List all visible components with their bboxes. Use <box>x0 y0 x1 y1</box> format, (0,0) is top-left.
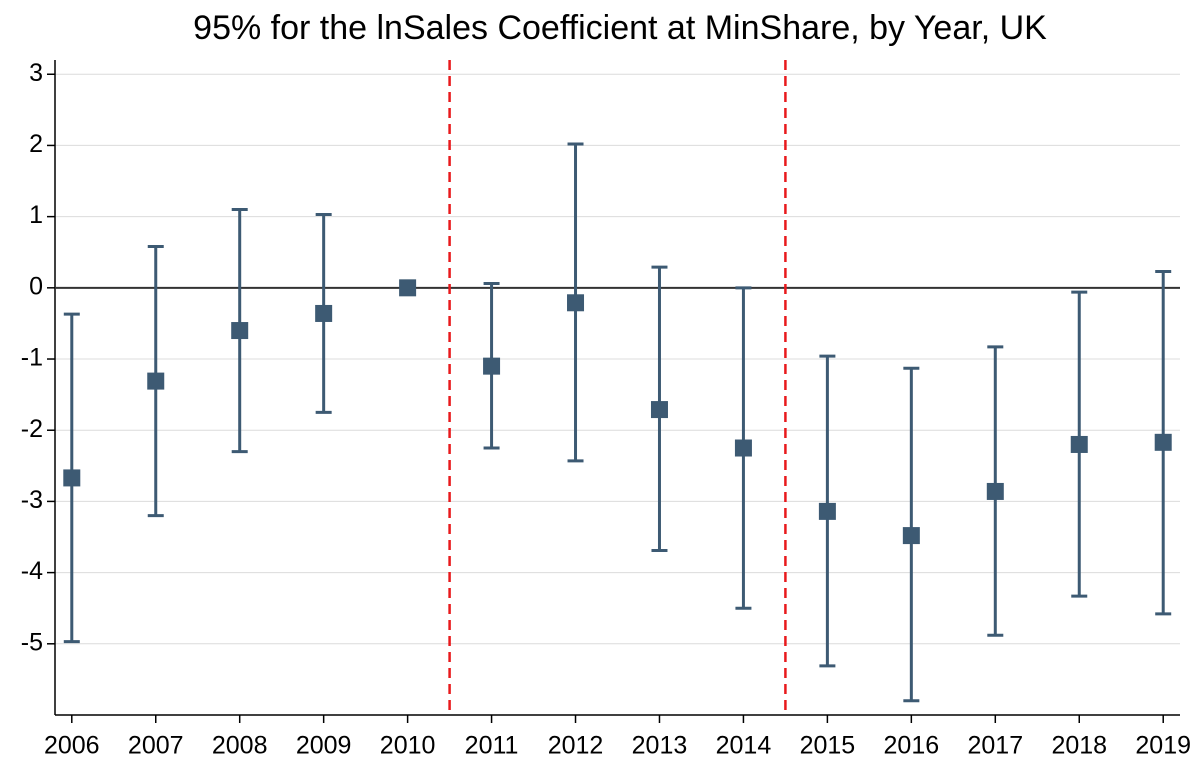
x-tick-label: 2017 <box>967 732 1023 760</box>
y-tick-label: 2 <box>29 130 43 158</box>
point-marker <box>567 294 585 312</box>
x-tick-label: 2013 <box>632 732 688 760</box>
y-tick-label: -1 <box>21 344 43 372</box>
point-marker <box>63 469 81 487</box>
chart-title: 95% for the lnSales Coefficient at MinSh… <box>193 9 1047 47</box>
x-tick-label: 2018 <box>1051 732 1107 760</box>
x-tick-label: 2007 <box>128 732 184 760</box>
x-tick-label: 2016 <box>884 732 940 760</box>
y-tick-label: -4 <box>21 557 43 585</box>
x-tick-label: 2019 <box>1135 732 1191 760</box>
x-tick-label: 2010 <box>380 732 436 760</box>
point-marker <box>483 357 501 375</box>
point-marker <box>399 279 417 297</box>
x-tick-label: 2009 <box>296 732 352 760</box>
point-marker <box>650 401 668 419</box>
x-tick-label: 2006 <box>44 732 100 760</box>
point-marker <box>902 527 920 545</box>
x-tick-label: 2011 <box>465 732 519 760</box>
y-tick-label: 1 <box>29 201 43 229</box>
y-tick-label: 0 <box>29 272 43 300</box>
point-marker <box>1070 435 1088 453</box>
y-tick-label: -2 <box>21 415 43 443</box>
x-tick-label: 2008 <box>212 732 268 760</box>
point-marker <box>986 482 1004 500</box>
point-marker <box>147 372 165 390</box>
y-tick-label: -3 <box>21 486 43 514</box>
x-tick-label: 2014 <box>716 732 772 760</box>
x-tick-label: 2012 <box>548 732 604 760</box>
point-marker <box>1154 433 1172 451</box>
y-tick-label: 3 <box>29 59 43 87</box>
point-marker <box>231 322 249 340</box>
point-marker <box>818 502 836 520</box>
point-marker <box>315 304 333 322</box>
x-tick-label: 2015 <box>800 732 856 760</box>
point-marker <box>734 439 752 457</box>
y-tick-label: -5 <box>21 628 43 656</box>
